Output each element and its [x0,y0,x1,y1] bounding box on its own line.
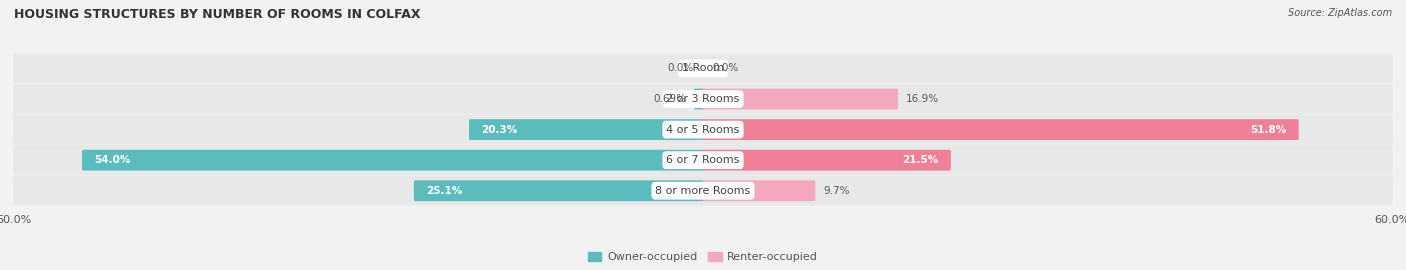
FancyBboxPatch shape [14,176,1392,206]
Legend: Owner-occupied, Renter-occupied: Owner-occupied, Renter-occupied [583,247,823,266]
FancyBboxPatch shape [413,180,704,201]
Text: 20.3%: 20.3% [481,124,517,135]
FancyBboxPatch shape [14,115,1392,144]
Text: 51.8%: 51.8% [1250,124,1286,135]
Text: HOUSING STRUCTURES BY NUMBER OF ROOMS IN COLFAX: HOUSING STRUCTURES BY NUMBER OF ROOMS IN… [14,8,420,21]
FancyBboxPatch shape [470,119,704,140]
FancyBboxPatch shape [702,119,1299,140]
FancyBboxPatch shape [702,180,815,201]
Text: 9.7%: 9.7% [824,186,851,196]
FancyBboxPatch shape [695,89,704,109]
Text: 1 Room: 1 Room [682,63,724,73]
Text: 0.0%: 0.0% [713,63,738,73]
Text: 0.0%: 0.0% [668,63,693,73]
Text: 25.1%: 25.1% [426,186,463,196]
FancyBboxPatch shape [702,150,950,171]
Text: Source: ZipAtlas.com: Source: ZipAtlas.com [1288,8,1392,18]
FancyBboxPatch shape [14,53,1392,83]
Text: 8 or more Rooms: 8 or more Rooms [655,186,751,196]
Text: 4 or 5 Rooms: 4 or 5 Rooms [666,124,740,135]
Text: 0.69%: 0.69% [652,94,686,104]
FancyBboxPatch shape [82,150,704,171]
FancyBboxPatch shape [14,145,1392,175]
FancyBboxPatch shape [702,89,898,109]
Text: 21.5%: 21.5% [903,155,938,165]
FancyBboxPatch shape [14,84,1392,114]
Text: 16.9%: 16.9% [907,94,939,104]
Text: 54.0%: 54.0% [94,155,131,165]
Text: 6 or 7 Rooms: 6 or 7 Rooms [666,155,740,165]
Text: 2 or 3 Rooms: 2 or 3 Rooms [666,94,740,104]
